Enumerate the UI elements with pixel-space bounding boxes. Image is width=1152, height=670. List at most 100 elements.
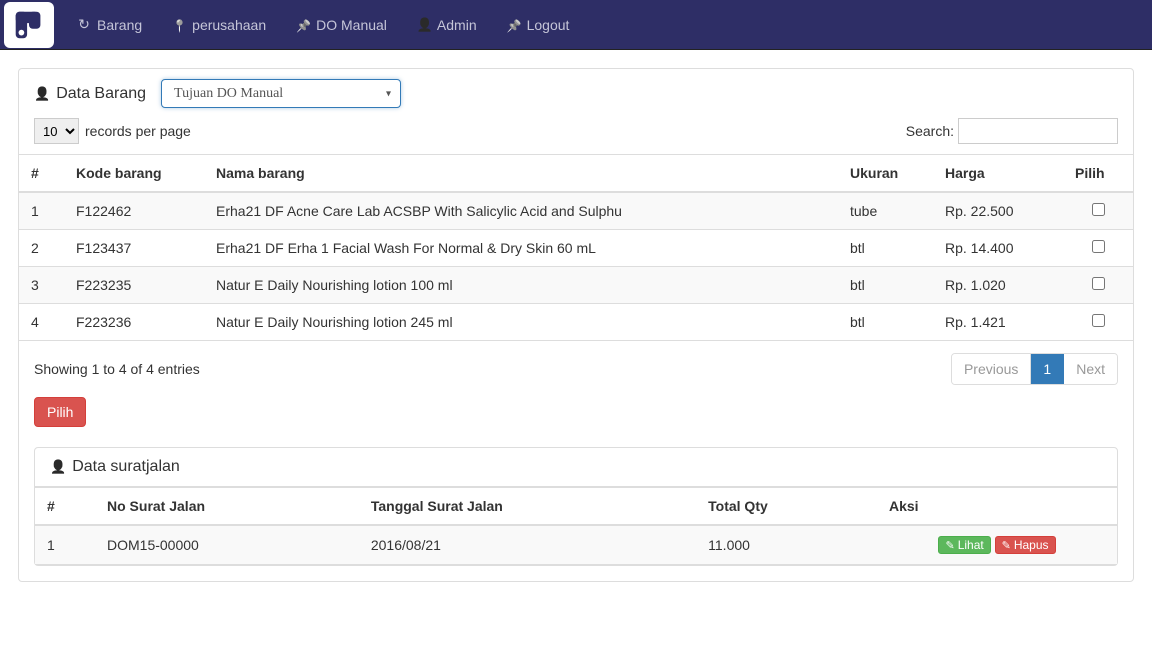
length-control: 10 records per page bbox=[34, 118, 191, 144]
table-header-row: # Kode barang Nama barang Ukuran Harga P… bbox=[19, 155, 1133, 193]
col-num: # bbox=[35, 488, 95, 526]
marker-icon bbox=[172, 17, 186, 33]
cell-ukuran: btl bbox=[838, 267, 933, 304]
cell-pilih bbox=[1063, 230, 1133, 267]
cell-harga: Rp. 14.400 bbox=[933, 230, 1063, 267]
hapus-button[interactable]: Hapus bbox=[995, 536, 1056, 554]
nav-label: Logout bbox=[527, 17, 570, 33]
col-tgl: Tanggal Surat Jalan bbox=[359, 488, 696, 526]
cell-qty: 11.000 bbox=[696, 525, 877, 565]
cell-pilih bbox=[1063, 304, 1133, 341]
row-checkbox[interactable] bbox=[1092, 277, 1105, 290]
title-text: Data Barang bbox=[56, 85, 146, 103]
pin-icon bbox=[296, 17, 310, 33]
nav-label: Admin bbox=[437, 17, 477, 33]
search-control: Search: bbox=[906, 118, 1118, 144]
row-checkbox[interactable] bbox=[1092, 240, 1105, 253]
cell-no-sj: DOM15-00000 bbox=[95, 525, 359, 565]
col-ukuran[interactable]: Ukuran bbox=[838, 155, 933, 193]
cell-num: 4 bbox=[19, 304, 64, 341]
table-row: 3F223235Natur E Daily Nourishing lotion … bbox=[19, 267, 1133, 304]
edit-icon bbox=[1002, 538, 1011, 552]
table-row: 1DOM15-000002016/08/2111.000Lihat Hapus bbox=[35, 525, 1117, 565]
col-harga[interactable]: Harga bbox=[933, 155, 1063, 193]
content: Data Barang Tujuan DO Manual 10 records … bbox=[0, 50, 1152, 620]
cell-harga: Rp. 1.020 bbox=[933, 267, 1063, 304]
tujuan-select[interactable]: Tujuan DO Manual bbox=[161, 79, 401, 108]
cell-pilih bbox=[1063, 267, 1133, 304]
table-controls: 10 records per page Search: bbox=[19, 118, 1133, 154]
nav-logout[interactable]: Logout bbox=[492, 2, 585, 48]
pilih-container: Pilih bbox=[19, 397, 1133, 447]
col-num[interactable]: # bbox=[19, 155, 64, 193]
user-icon bbox=[417, 16, 431, 33]
cell-ukuran: btl bbox=[838, 230, 933, 267]
logo-icon bbox=[10, 6, 48, 44]
records-per-page-select[interactable]: 10 bbox=[34, 118, 79, 144]
nav-perusahaan[interactable]: perusahaan bbox=[157, 2, 281, 48]
cell-num: 1 bbox=[35, 525, 95, 565]
panel-title-sj: Data suratjalan bbox=[50, 458, 180, 476]
cell-kode: F223235 bbox=[64, 267, 204, 304]
lihat-button[interactable]: Lihat bbox=[938, 536, 990, 554]
search-input[interactable] bbox=[958, 118, 1118, 144]
table-row: 1F122462Erha21 DF Acne Care Lab ACSBP Wi… bbox=[19, 192, 1133, 230]
navbar: Barang perusahaan DO Manual Admin Logout bbox=[0, 0, 1152, 50]
cell-nama: Natur E Daily Nourishing lotion 100 ml bbox=[204, 267, 838, 304]
col-kode[interactable]: Kode barang bbox=[64, 155, 204, 193]
row-checkbox[interactable] bbox=[1092, 314, 1105, 327]
user-icon bbox=[34, 85, 50, 103]
cell-aksi: Lihat Hapus bbox=[877, 525, 1117, 565]
panel-title-barang: Data Barang bbox=[34, 85, 146, 103]
panel-heading-barang: Data Barang Tujuan DO Manual bbox=[19, 69, 1133, 118]
nav-label: perusahaan bbox=[192, 17, 266, 33]
panel-data-suratjalan: Data suratjalan # No Surat Jalan Tanggal… bbox=[34, 447, 1118, 566]
table-header-row: # No Surat Jalan Tanggal Surat Jalan Tot… bbox=[35, 488, 1117, 526]
pagination: Previous 1 Next bbox=[951, 353, 1118, 385]
cell-harga: Rp. 22.500 bbox=[933, 192, 1063, 230]
cell-kode: F123437 bbox=[64, 230, 204, 267]
col-nama[interactable]: Nama barang bbox=[204, 155, 838, 193]
col-qty: Total Qty bbox=[696, 488, 877, 526]
col-aksi: Aksi bbox=[877, 488, 1117, 526]
barang-table: # Kode barang Nama barang Ukuran Harga P… bbox=[19, 154, 1133, 341]
nav-admin[interactable]: Admin bbox=[402, 1, 492, 48]
cell-ukuran: tube bbox=[838, 192, 933, 230]
cell-num: 3 bbox=[19, 267, 64, 304]
cell-num: 2 bbox=[19, 230, 64, 267]
user-icon bbox=[50, 458, 66, 476]
title-text: Data suratjalan bbox=[72, 458, 180, 476]
refresh-icon bbox=[77, 16, 91, 33]
panel-heading-sj: Data suratjalan bbox=[35, 448, 1117, 487]
panel-data-barang: Data Barang Tujuan DO Manual 10 records … bbox=[18, 68, 1134, 582]
pagination-page-1[interactable]: 1 bbox=[1031, 354, 1064, 384]
cell-harga: Rp. 1.421 bbox=[933, 304, 1063, 341]
pagination-next[interactable]: Next bbox=[1064, 354, 1117, 384]
nav-label: DO Manual bbox=[316, 17, 387, 33]
table-info: Showing 1 to 4 of 4 entries bbox=[34, 361, 200, 377]
nav-do-manual[interactable]: DO Manual bbox=[281, 2, 402, 48]
nav-barang[interactable]: Barang bbox=[62, 1, 157, 48]
col-pilih[interactable]: Pilih bbox=[1063, 155, 1133, 193]
table-row: 2F123437Erha21 DF Erha 1 Facial Wash For… bbox=[19, 230, 1133, 267]
cell-pilih bbox=[1063, 192, 1133, 230]
nav-label: Barang bbox=[97, 17, 142, 33]
cell-nama: Natur E Daily Nourishing lotion 245 ml bbox=[204, 304, 838, 341]
table-row: 4F223236Natur E Daily Nourishing lotion … bbox=[19, 304, 1133, 341]
cell-kode: F223236 bbox=[64, 304, 204, 341]
pilih-button[interactable]: Pilih bbox=[34, 397, 86, 427]
cell-nama: Erha21 DF Acne Care Lab ACSBP With Salic… bbox=[204, 192, 838, 230]
row-checkbox[interactable] bbox=[1092, 203, 1105, 216]
cell-ukuran: btl bbox=[838, 304, 933, 341]
pagination-previous[interactable]: Previous bbox=[952, 354, 1031, 384]
suratjalan-table: # No Surat Jalan Tanggal Surat Jalan Tot… bbox=[35, 487, 1117, 565]
edit-icon bbox=[945, 538, 954, 552]
records-label: records per page bbox=[85, 123, 191, 139]
pin-icon bbox=[507, 17, 521, 33]
cell-tgl: 2016/08/21 bbox=[359, 525, 696, 565]
cell-num: 1 bbox=[19, 192, 64, 230]
logo[interactable] bbox=[4, 2, 54, 48]
cell-kode: F122462 bbox=[64, 192, 204, 230]
table-footer: Showing 1 to 4 of 4 entries Previous 1 N… bbox=[19, 341, 1133, 397]
cell-nama: Erha21 DF Erha 1 Facial Wash For Normal … bbox=[204, 230, 838, 267]
